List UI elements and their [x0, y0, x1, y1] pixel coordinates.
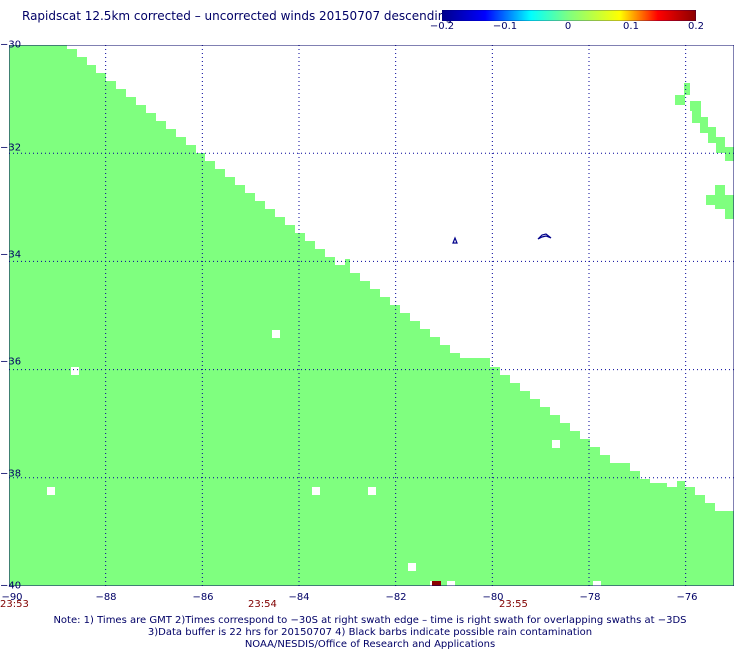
high-difference-cell	[432, 581, 441, 586]
lat-lon-grid	[9, 45, 734, 586]
latitude-tick-label: −40	[0, 580, 22, 592]
latitude-tick-label: −38	[0, 468, 22, 480]
swath-fragment	[690, 101, 734, 161]
coastline-features	[452, 233, 552, 244]
longitude-tick-label: −86	[192, 592, 214, 603]
longitude-tick-label: −80	[482, 592, 504, 603]
colorbar-tick-label: −0.1	[492, 21, 518, 32]
colorbar-tick-label: 0.2	[688, 21, 704, 32]
swath-area	[9, 45, 734, 586]
page-title: Rapidscat 12.5km corrected – uncorrected…	[22, 9, 453, 23]
footnote-line-3: NOAA/NESDIS/Office of Research and Appli…	[244, 639, 496, 650]
footnote-line-1: Note: 1) Times are GMT 2)Times correspon…	[53, 615, 687, 626]
island-outline	[537, 233, 552, 240]
swath-fragment	[715, 185, 725, 195]
latitude-tick-label: −30	[0, 39, 22, 51]
wind-difference-swath	[9, 45, 734, 586]
longitude-tick-label: −88	[95, 592, 117, 603]
missing-data-cell	[272, 330, 280, 338]
missing-data-cell	[368, 487, 376, 495]
colorbar-tick-label: 0	[564, 21, 572, 32]
swath-fragment	[706, 195, 734, 219]
latitude-tick-label: −34	[0, 249, 22, 261]
island-outline	[452, 236, 458, 244]
longitude-tick-label: −82	[385, 592, 407, 603]
time-label-start: 23:53	[0, 599, 29, 610]
colorbar-tick-label: 0.1	[623, 21, 639, 32]
longitude-tick-label: −84	[288, 592, 310, 603]
colorbar	[442, 10, 696, 21]
colorbar-tick-label: −0.2	[429, 21, 455, 32]
missing-data-cell	[312, 487, 320, 495]
missing-data-cell	[408, 563, 416, 571]
time-label-middle: 23:54	[248, 599, 277, 610]
latitude-tick-label: −36	[0, 356, 22, 368]
time-label-end: 23:55	[499, 599, 528, 610]
missing-data-cell	[593, 581, 601, 586]
missing-data-cell	[447, 581, 455, 586]
swath-fragment	[684, 83, 690, 95]
missing-data-cell	[71, 367, 79, 375]
footnote-line-2: 3)Data buffer is 22 hrs for 20150707 4) …	[147, 627, 593, 638]
swath-fragment	[675, 95, 685, 105]
longitude-tick-label: −76	[676, 592, 698, 603]
missing-data-cell	[552, 440, 560, 448]
longitude-tick-label: −90	[1, 592, 23, 603]
latitude-tick-label: −32	[0, 142, 22, 154]
missing-data-cell	[47, 487, 55, 495]
longitude-tick-label: −78	[579, 592, 601, 603]
swath-map	[9, 45, 734, 586]
